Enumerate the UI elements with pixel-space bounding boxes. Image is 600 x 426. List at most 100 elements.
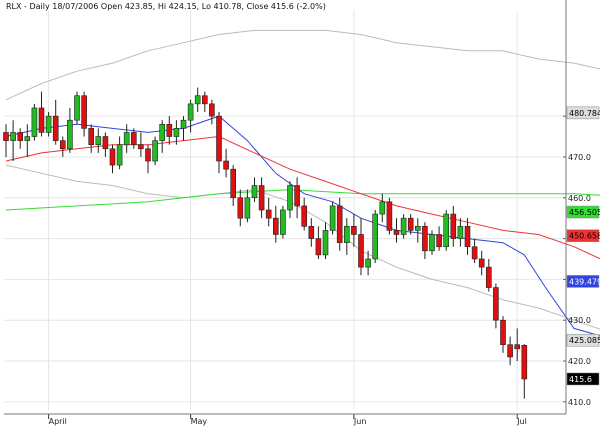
y-tick-label: 470.0 <box>568 153 591 162</box>
candle-body <box>52 115 59 141</box>
candle-body <box>407 217 414 231</box>
candle-body <box>145 148 151 162</box>
candle-body <box>329 205 336 231</box>
band-upper-line <box>5 29 600 101</box>
candles <box>3 87 528 399</box>
candle-body <box>194 95 201 105</box>
band-lower-line <box>5 164 600 330</box>
candle-body <box>393 230 400 235</box>
price-label-box <box>566 106 600 120</box>
candle-body <box>414 226 421 231</box>
candle-body <box>131 132 137 145</box>
candle-body <box>237 197 244 219</box>
price-label-box <box>566 205 600 219</box>
y-tick-label: 420.0 <box>568 357 591 366</box>
price-label-text: 425.085 <box>569 336 600 345</box>
grid <box>4 10 562 410</box>
candle-body <box>507 344 513 358</box>
candle-body <box>443 213 450 248</box>
candle-body <box>351 226 357 235</box>
y-tick-label: 410.0 <box>568 398 591 407</box>
candle-body <box>159 123 165 141</box>
candle-body <box>173 128 180 137</box>
candle-body <box>308 226 315 239</box>
candle-body <box>272 217 279 235</box>
price-label-box <box>566 229 600 242</box>
price-label-text: 456.505 <box>569 208 600 217</box>
candle-body <box>436 234 442 248</box>
candle-body <box>109 148 116 166</box>
x-tick-label: Jun <box>353 417 367 426</box>
x-tick-label: April <box>49 417 67 426</box>
candle-body <box>116 144 123 166</box>
candle-body <box>10 132 16 141</box>
chart-header-text: RLX - Daily 18/07/2006 Open 423.85, Hi 4… <box>6 2 326 11</box>
candle-body <box>38 107 45 133</box>
candle-body <box>514 344 521 350</box>
candle-body <box>67 119 73 150</box>
price-label-box <box>566 275 600 288</box>
candle-body <box>202 95 208 105</box>
candle-body <box>123 132 130 145</box>
candle-body <box>336 205 343 243</box>
price-label-box <box>566 372 600 386</box>
candle-body <box>251 185 258 199</box>
candle-body <box>372 213 379 260</box>
bollinger-bands <box>5 29 600 330</box>
candle-body <box>493 287 499 321</box>
candle-body <box>358 234 364 268</box>
candle-body <box>258 185 265 211</box>
x-tick-label: Jul <box>516 417 527 426</box>
candle-body <box>223 160 229 170</box>
y-tick-label: 460.0 <box>568 194 591 203</box>
price-label-text: 439.479 <box>569 277 600 286</box>
candle-body <box>166 123 173 137</box>
candle-body <box>81 95 87 129</box>
candle-body <box>464 226 471 248</box>
price-label-text: 450.658 <box>569 232 600 241</box>
candle-body <box>138 144 144 150</box>
candle-body <box>322 230 329 256</box>
candle-body <box>478 258 485 268</box>
candle-body <box>45 115 52 133</box>
candle-body <box>280 209 286 235</box>
candle-body <box>24 136 31 141</box>
candle-body <box>422 226 428 252</box>
candle-body <box>521 345 528 380</box>
candle-body <box>88 128 94 145</box>
price-labels: 480.784 456.505 450.658 439.479 425.085 415.6 <box>566 106 600 386</box>
candle-body <box>294 185 300 207</box>
candle-body <box>216 115 222 162</box>
candle-body <box>287 185 293 211</box>
candle-body <box>230 168 236 199</box>
price-label-box <box>566 333 600 347</box>
header: RLX - Daily 18/07/2006 Open 423.85, Hi 4… <box>6 2 326 11</box>
candle-body <box>457 226 464 239</box>
candle-body <box>102 136 109 150</box>
candle-body <box>265 209 272 219</box>
candle-body <box>31 107 38 137</box>
candle-body <box>187 103 194 121</box>
candle-body <box>500 319 506 345</box>
candle-body <box>379 201 386 215</box>
price-label-text: 480.784 <box>569 109 600 118</box>
price-label-text: 415.6 <box>569 375 592 384</box>
candle-body <box>485 266 492 288</box>
candle-body <box>450 213 457 239</box>
candle-body <box>59 140 66 150</box>
candle-body <box>3 132 9 141</box>
candle-body <box>74 95 80 121</box>
candle-body <box>17 132 24 141</box>
candle-body <box>471 246 478 260</box>
candle-body <box>386 201 393 231</box>
candle-body <box>152 140 158 162</box>
candle-body <box>365 258 371 268</box>
y-tick-label: 430.0 <box>568 316 591 325</box>
x-tick-label: May <box>191 417 208 426</box>
candle-body <box>244 197 251 219</box>
candle-body <box>209 103 215 117</box>
candle-body <box>301 205 308 227</box>
candle-body <box>95 136 102 145</box>
